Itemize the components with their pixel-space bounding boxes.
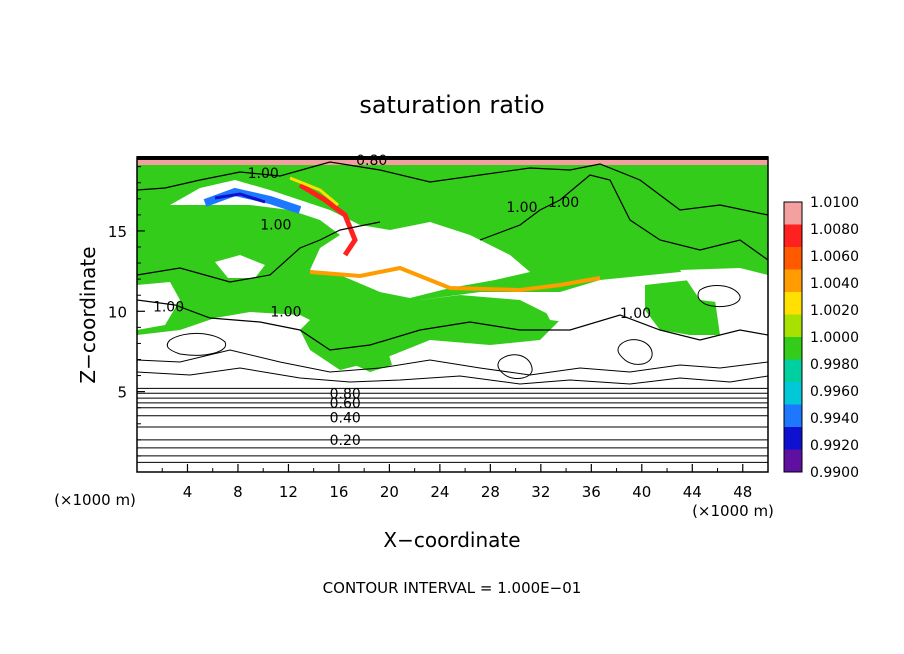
colorbar-label: 0.9980 <box>810 357 859 373</box>
contour-line-mid <box>137 299 768 351</box>
contour-iso-group <box>137 387 768 463</box>
x-tick-label: 36 <box>582 483 601 501</box>
colorbar-label: 0.9900 <box>810 465 859 481</box>
colorbar-label: 1.0040 <box>810 276 859 292</box>
saturation-field <box>137 160 768 372</box>
colorbar-swatch <box>784 337 802 360</box>
contour-label: 1.00 <box>248 166 279 182</box>
x-tick-label: 48 <box>733 483 752 501</box>
colorbar-label: 0.9960 <box>810 384 859 400</box>
colorbar-swatch <box>784 269 802 293</box>
x-tick-label: 24 <box>430 483 449 501</box>
colorbar-swatch <box>784 359 802 383</box>
contour-wave-b <box>137 367 768 385</box>
contour-label: 1.00 <box>270 304 301 320</box>
x-tick-label: 40 <box>632 483 651 501</box>
y-axis: 5 10 15 <box>108 166 145 457</box>
colorbar-label: 1.0000 <box>810 330 859 346</box>
contour-cell-c <box>697 284 741 308</box>
contour-cell-a <box>166 333 227 356</box>
contour-label: 1.00 <box>153 299 184 315</box>
x-tick-label: 4 <box>183 483 193 501</box>
contour-labels: 0.801.001.00 1.001.001.001.00 1.000.800.60… <box>153 153 651 449</box>
colorbar-swatch <box>784 314 802 338</box>
colorbar-label: 1.0020 <box>810 303 859 319</box>
x-tick-label: 32 <box>531 483 550 501</box>
colorbar: 1.0100 1.0080 1.0060 1.0040 1.0020 1.0000 0.99… <box>783 195 859 481</box>
x-tick-label: 44 <box>683 483 702 501</box>
colorbar-label: 1.0060 <box>810 249 859 265</box>
contour-cell-d <box>497 354 533 379</box>
colorbar-swatch <box>784 404 802 428</box>
field-yellow-band <box>289 176 339 207</box>
field-green-lower-small <box>355 342 392 372</box>
contour-label: 1.00 <box>620 306 651 322</box>
x-unit-right: (×1000 m) <box>692 502 774 520</box>
x-axis: 4 8 12 16 20 24 28 32 36 40 44 48 <box>161 464 752 501</box>
contour-label: 0.20 <box>330 433 361 449</box>
x-tick-label: 8 <box>233 483 243 501</box>
x-unit-left: (×1000 m) <box>54 491 136 509</box>
colorbar-swatch <box>784 449 802 473</box>
field-white-lower-left <box>137 282 180 330</box>
field-white-cloud-b <box>215 255 265 278</box>
colorbar-swatch <box>784 427 802 450</box>
colorbar-frame <box>783 201 803 473</box>
contour-line-upper-c <box>479 174 768 261</box>
contour-label: 0.60 <box>330 396 361 412</box>
field-orange-band <box>309 265 601 293</box>
colorbar-label: 1.0100 <box>810 195 859 211</box>
contour-label: 1.00 <box>506 200 537 216</box>
field-red-band <box>298 182 358 257</box>
contour-line-upper-b <box>137 221 381 283</box>
footnote: CONTOUR INTERVAL = 1.000E−01 <box>323 579 582 597</box>
chart-title: saturation ratio <box>359 91 544 119</box>
colorbar-label: 0.9920 <box>810 438 859 454</box>
x-axis-label: X−coordinate <box>383 528 520 552</box>
colorbar-swatch <box>784 247 802 270</box>
contour-label: 0.80 <box>356 153 387 169</box>
field-white-cloud-a <box>170 180 530 298</box>
y-axis-label: Z−coordinate <box>76 246 100 383</box>
contour-line-upper-a <box>137 161 768 216</box>
colorbar-swatch <box>784 382 802 405</box>
contour-lines <box>137 161 768 463</box>
y-tick-label: 5 <box>117 384 127 402</box>
field-darkblue-band <box>214 192 266 204</box>
x-tick-label: 12 <box>279 483 298 501</box>
contour-cell-b <box>617 339 653 365</box>
x-tick-label: 16 <box>329 483 348 501</box>
y-tick-label: 15 <box>108 223 127 241</box>
y-tick-label: 10 <box>108 303 127 321</box>
colorbar-swatch <box>784 224 802 248</box>
colorbar-label: 1.0080 <box>810 222 859 238</box>
contour-label: 0.40 <box>330 410 361 426</box>
colorbar-swatch <box>784 292 802 315</box>
contour-label: 0.80 <box>330 386 361 402</box>
x-tick-label: 20 <box>380 483 399 501</box>
field-pink-top <box>137 160 768 165</box>
contour-label: 1.00 <box>548 195 579 211</box>
colorbar-swatch <box>784 202 802 225</box>
contour-wave-a <box>137 349 768 376</box>
x-tick-label: 28 <box>481 483 500 501</box>
contour-label: 1.00 <box>260 218 291 234</box>
colorbar-label: 0.9940 <box>810 411 859 427</box>
